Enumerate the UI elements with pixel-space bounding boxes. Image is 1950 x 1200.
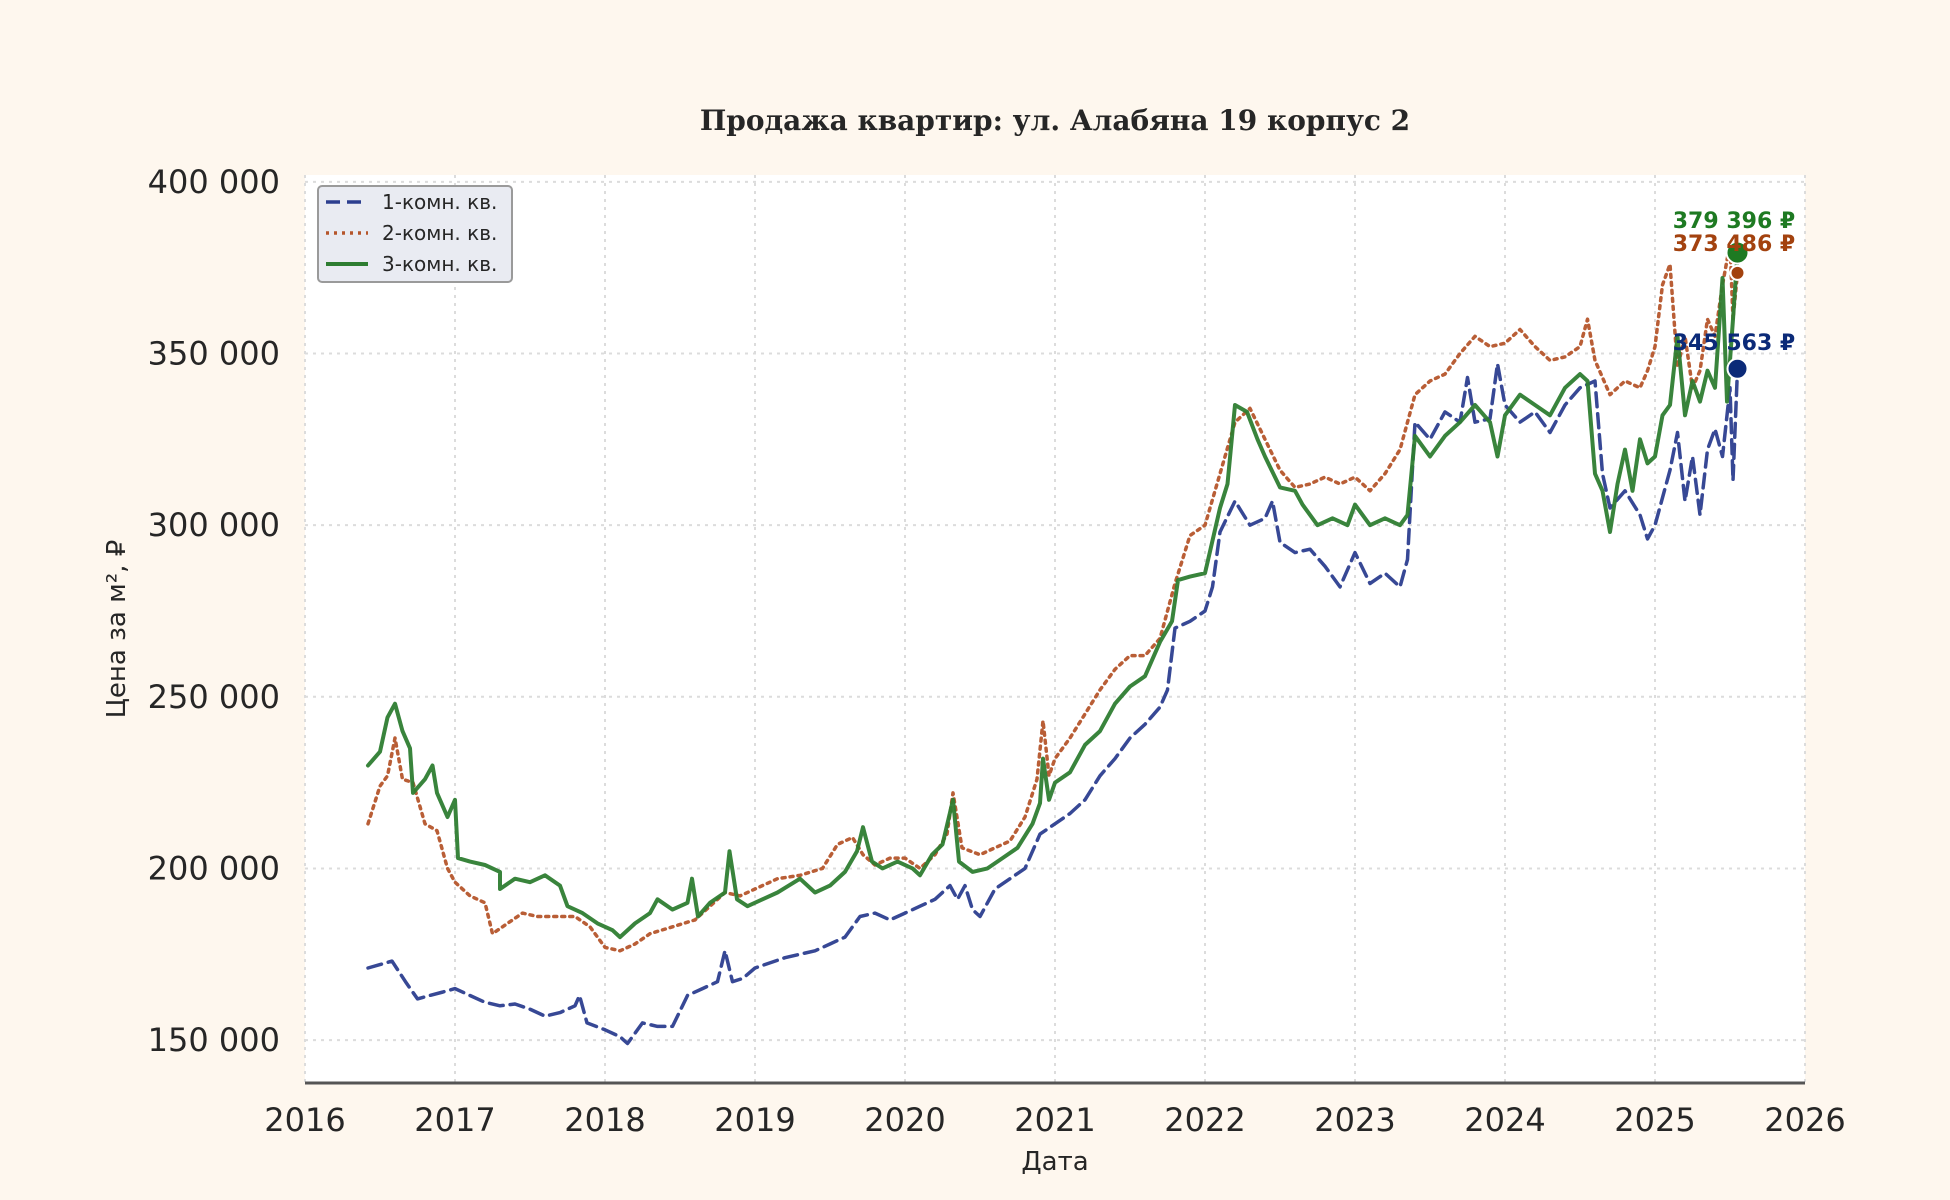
x-tick-label: 2017 [414, 1101, 495, 1139]
series-line-1 [366, 362, 1740, 1046]
x-axis-label: Дата [1021, 1147, 1088, 1177]
chart-title: Продажа квартир: ул. Алабяна 19 корпус 2 [700, 104, 1410, 137]
y-tick-label: 300 000 [148, 506, 280, 544]
x-tick-label: 2025 [1614, 1101, 1695, 1139]
series-line-3 [366, 250, 1740, 940]
series-line-2 [366, 241, 1740, 953]
y-axis-label: Цена за м², ₽ [102, 540, 132, 719]
x-tick-label: 2022 [1164, 1101, 1245, 1139]
y-tick-label: 250 000 [148, 678, 280, 716]
legend-box [317, 185, 513, 283]
series-layer [366, 241, 1740, 1046]
x-tick-label: 2016 [264, 1101, 345, 1139]
plot-area [305, 175, 1805, 1083]
legend-entry: 1-комн. кв. [382, 190, 497, 214]
x-axis-ticks: 2016 2017 2018 2019 2020 2021 2022 2023 2024 2025… [264, 1101, 1845, 1139]
end-point-marker [1725, 240, 1750, 265]
x-tick-label: 2021 [1014, 1101, 1095, 1139]
end-point-marker [1729, 264, 1746, 281]
end-markers: 345 563 ₽ 373 486 ₽379 396 ₽ [1673, 209, 1795, 380]
y-tick-label: 150 000 [148, 1021, 280, 1059]
y-tick-label: 350 000 [148, 335, 280, 373]
end-point-marker [1726, 357, 1749, 380]
legend-entry: 3-комн. кв. [382, 252, 497, 276]
x-tick-label: 2020 [864, 1101, 945, 1139]
legend: 1-комн. кв. 2-комн. кв. 3-комн. кв. [317, 185, 513, 283]
x-tick-label: 2019 [714, 1101, 795, 1139]
end-value-label: 345 563 ₽ [1673, 331, 1795, 356]
grid [304, 175, 1806, 1083]
y-tick-label: 200 000 [148, 849, 280, 887]
end-value-label: 379 396 ₽ [1673, 209, 1795, 234]
x-tick-label: 2024 [1464, 1101, 1545, 1139]
x-tick-label: 2026 [1764, 1101, 1845, 1139]
x-tick-label: 2018 [564, 1101, 645, 1139]
end-value-label: 373 486 ₽ [1673, 232, 1795, 257]
legend-entry: 2-комн. кв. [382, 221, 497, 245]
x-tick-label: 2023 [1314, 1101, 1395, 1139]
y-tick-label: 400 000 [148, 163, 280, 201]
y-axis-ticks: 150 000 200 000 250 000 300 000 350 000 400 0… [148, 163, 280, 1059]
